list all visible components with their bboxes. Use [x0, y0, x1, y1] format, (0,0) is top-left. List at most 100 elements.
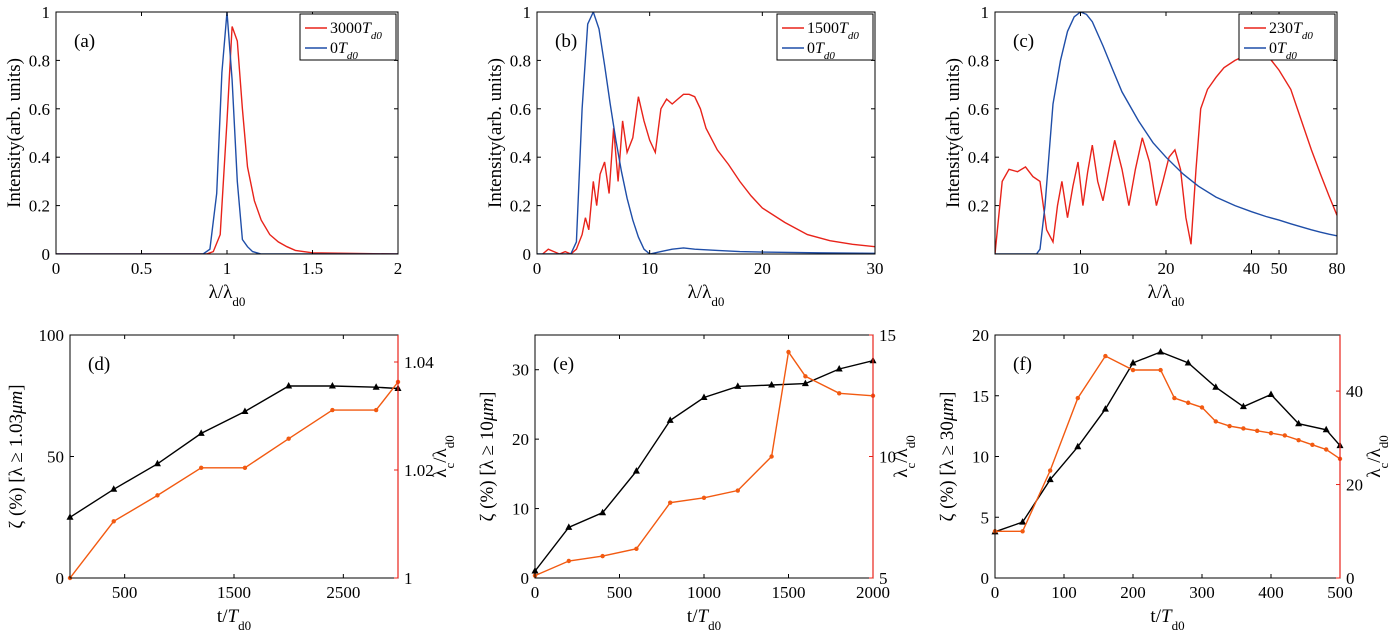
xtick-label-b: 30	[867, 259, 884, 278]
panel-b: 0 10 20 30 0 0.2 0.4 0.6 0.8 1 (b) λ/λd0 Intensity(a…	[485, 3, 884, 309]
marker-d-0-4	[241, 407, 249, 415]
y-axis-label-right-d: λc/λd0	[430, 435, 457, 478]
ytick-label-c: 0.2	[968, 197, 989, 216]
marker-e-1-10	[837, 391, 842, 396]
ytick-label-b: 0.4	[510, 148, 532, 167]
panel-label-a: (a)	[74, 31, 95, 52]
xtick-label-d: 1500	[217, 583, 251, 602]
marker-e-1-9	[803, 374, 808, 379]
ytick-label-d: 0	[56, 569, 65, 588]
axes-box-f	[994, 334, 1341, 579]
marker-f-1-6	[1158, 367, 1163, 373]
xtick-label-f: 500	[1327, 583, 1353, 602]
marker-e-0-1	[565, 523, 573, 530]
marker-f-1-7	[1172, 395, 1177, 401]
ytick-label-f: 5	[981, 508, 990, 527]
marker-d-1-3	[199, 465, 204, 471]
xtick-label-f: 400	[1258, 583, 1284, 602]
panel-label-f: (f)	[1013, 354, 1032, 375]
y-axis-label-left-f: ζ (%) [λ ≥ 30μm]	[937, 392, 958, 522]
marker-e-0-2	[599, 508, 607, 516]
series-line-f-0	[995, 351, 1340, 533]
ytick-right-label-e: 10	[879, 448, 896, 467]
marker-f-1-1	[1020, 529, 1025, 534]
series-line-b-0	[542, 93, 875, 254]
legend-entry-b-1: 0Td0	[807, 40, 835, 62]
series-line-a-1	[56, 12, 398, 254]
y-axis-label-left-e: ζ (%) [λ ≥ 10μm]	[477, 392, 498, 522]
marker-e-1-3	[634, 546, 639, 552]
xtick-label-b: 0	[533, 259, 542, 278]
marker-e-1-5	[701, 495, 707, 501]
marker-f-1-14	[1268, 430, 1274, 436]
ytick-label-b: 1	[523, 3, 532, 22]
marker-f-1-4	[1103, 353, 1108, 359]
ytick-label-a: 0.8	[29, 51, 50, 70]
xtick-label-f: 200	[1120, 583, 1146, 602]
ytick-label-a: 1	[42, 3, 51, 22]
axes-box-b	[536, 11, 876, 255]
ytick-label-c: 0.8	[968, 51, 989, 70]
xtick-label-c: 20	[1158, 259, 1175, 278]
marker-d-1-2	[155, 493, 160, 498]
marker-e-1-7	[769, 454, 774, 459]
series-line-b-1	[537, 12, 875, 254]
ytick-label-a: 0.2	[29, 197, 50, 216]
marker-f-1-16	[1296, 437, 1301, 443]
ytick-label-a: 0	[42, 245, 51, 264]
xtick-label-f: 100	[1051, 583, 1077, 602]
marker-f-0-11	[1295, 419, 1303, 427]
ytick-label-e: 30	[512, 361, 529, 380]
xtick-label-f: 300	[1189, 583, 1215, 602]
ytick-right-label-f: 0	[1346, 569, 1355, 588]
marker-f-0-9	[1239, 402, 1247, 410]
y-axis-label-right-f: λc/λd0	[1364, 435, 1391, 478]
xtick-label-b: 10	[641, 259, 658, 278]
ytick-label-a: 0.6	[29, 100, 50, 119]
marker-e-0-3	[632, 467, 640, 474]
series-line-d-1	[70, 381, 398, 578]
marker-f-1-18	[1324, 447, 1329, 452]
marker-d-1-4	[242, 465, 248, 471]
xtick-label-e: 0	[531, 583, 540, 602]
legend-entry-c-0: 230Td0	[1269, 20, 1313, 42]
axes-box-e	[534, 334, 874, 579]
marker-f-1-11	[1227, 423, 1232, 429]
ytick-right-label-d: 1.02	[404, 461, 434, 480]
series-line-c-1	[995, 12, 1337, 254]
marker-f-1-10	[1213, 419, 1219, 424]
marker-f-1-17	[1310, 442, 1315, 448]
xtick-label-a: 1	[223, 259, 232, 278]
axes-box-d	[69, 334, 399, 579]
marker-e-0-4	[666, 416, 674, 423]
series-line-f-1	[995, 355, 1340, 532]
ytick-label-e: 0	[521, 569, 530, 588]
marker-e-0-6	[734, 382, 742, 389]
xtick-label-f: 0	[991, 583, 1000, 602]
marker-f-0-3	[1074, 442, 1082, 450]
ytick-right-label-e: 5	[879, 569, 888, 588]
marker-d-1-1	[111, 519, 116, 524]
y-axis-label-right-e: λc/λd0	[891, 435, 918, 478]
marker-f-1-2	[1048, 468, 1053, 473]
ytick-right-label-d: 1	[404, 569, 413, 588]
xtick-label-a: 0	[52, 259, 61, 278]
legend-entry-a-1: 0Td0	[330, 40, 358, 62]
ytick-label-f: 0	[981, 569, 990, 588]
xtick-label-c: 10	[1072, 259, 1089, 278]
series-line-e-0	[535, 360, 873, 572]
panel-label-c: (c)	[1013, 31, 1034, 52]
ytick-label-d: 100	[39, 326, 65, 345]
xtick-label-e: 500	[607, 583, 633, 602]
y-axis-label-c: Intensity(arb. units)	[943, 58, 964, 208]
ytick-label-a: 0.4	[29, 148, 51, 167]
series-line-c-0	[995, 49, 1337, 254]
marker-f-0-6	[1157, 348, 1165, 355]
marker-d-1-5	[286, 436, 291, 441]
x-axis-label-b: λ/λd0	[688, 282, 725, 309]
x-axis-label-c: λ/λd0	[1148, 282, 1185, 309]
marker-d-0-5	[285, 382, 293, 389]
x-axis-label-d: t/Td0	[217, 606, 251, 633]
ytick-label-e: 20	[512, 430, 529, 449]
